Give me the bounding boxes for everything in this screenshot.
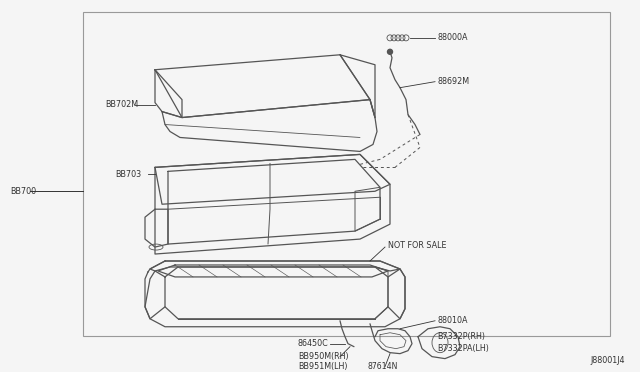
Text: B7332PA(LH): B7332PA(LH) <box>437 344 489 353</box>
Text: 88010A: 88010A <box>437 316 467 325</box>
Circle shape <box>387 49 392 54</box>
Text: BB702M: BB702M <box>105 100 138 109</box>
Text: BB950M(RH): BB950M(RH) <box>298 352 349 361</box>
Text: NOT FOR SALE: NOT FOR SALE <box>388 241 447 250</box>
Text: BB703: BB703 <box>115 170 141 179</box>
Bar <box>83 12 610 336</box>
Text: 87614N: 87614N <box>368 362 398 371</box>
Text: BB951M(LH): BB951M(LH) <box>298 362 348 371</box>
Text: BB700: BB700 <box>10 187 36 196</box>
Text: B7332P(RH): B7332P(RH) <box>437 332 485 341</box>
Text: 86450C: 86450C <box>298 339 329 348</box>
Text: 88692M: 88692M <box>437 77 469 86</box>
Text: 88000A: 88000A <box>437 33 467 42</box>
Text: J88001J4: J88001J4 <box>590 356 625 365</box>
